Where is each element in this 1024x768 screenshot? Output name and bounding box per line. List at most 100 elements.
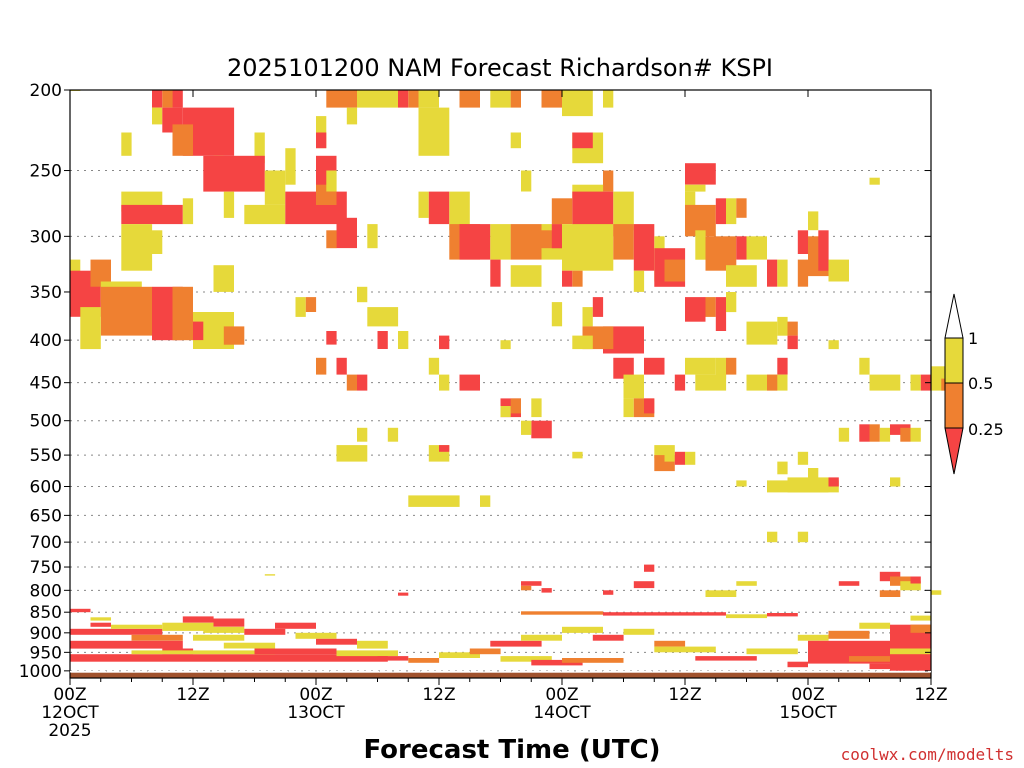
ri-cell [316, 357, 327, 375]
ri-boundary-cell [869, 663, 931, 670]
y-tick-label: 750 [30, 558, 62, 578]
ri-boundary-cell [562, 626, 603, 633]
ri-boundary-cell [131, 650, 275, 655]
ri-cell [398, 331, 409, 349]
x-tick-label: 13OCT [287, 703, 345, 723]
ri-cell [910, 374, 921, 391]
ri-cell [182, 198, 194, 225]
ri-cell [326, 90, 358, 108]
ri-cell [490, 224, 511, 260]
ri-cell [562, 270, 573, 287]
ri-cell [172, 90, 183, 108]
ri-cell [818, 230, 829, 271]
ri-boundary-cell [726, 614, 767, 619]
ri-cell [223, 326, 245, 345]
ri-boundary-cell [787, 661, 808, 668]
ri-cell [398, 90, 409, 108]
x-tick-label: 00Z [53, 685, 86, 705]
colorbar-label: 0.25 [968, 420, 1004, 439]
ri-cell [685, 357, 716, 375]
ri-cell [828, 477, 839, 487]
ri-cell [510, 265, 542, 287]
ri-boundary-cell [910, 615, 931, 621]
ri-cell [428, 357, 440, 375]
ri-cell [490, 259, 501, 287]
ri-cell [572, 132, 593, 149]
ri-cell [500, 406, 511, 418]
ri-cell [736, 581, 757, 586]
ri-boundary-cell [295, 632, 337, 639]
x-tick-label: 00Z [545, 685, 578, 705]
ri-cell [531, 420, 552, 439]
ri-cell [316, 132, 327, 149]
ri-cell [121, 132, 132, 156]
ri-boundary-cell [592, 634, 624, 641]
ri-cell [90, 259, 111, 287]
ri-cell [152, 107, 163, 125]
ri-cell [726, 357, 737, 375]
ri-boundary-cell [244, 628, 286, 635]
ri-cell [152, 230, 163, 254]
ri-boundary-cell [910, 624, 931, 633]
ri-cell [213, 265, 234, 292]
ri-cell [592, 297, 604, 317]
ri-cell [890, 576, 911, 586]
ri-cell [705, 236, 737, 271]
y-axis: 200 250 300 350 400 450 500 550 600 650 700 750 8008… [19, 81, 931, 682]
ri-cell [613, 224, 634, 260]
ri-boundary-cell [182, 616, 214, 623]
y-tick-label: 300 [30, 227, 62, 247]
ri-cell [869, 374, 901, 391]
ri-cell [623, 374, 644, 399]
ri-cell [644, 357, 665, 375]
ri-cell [316, 116, 327, 149]
ri-boundary-cell [193, 634, 245, 641]
ri-cell [521, 420, 532, 435]
ri-cell [70, 259, 81, 282]
ri-cell [674, 374, 686, 391]
ri-cell [357, 374, 368, 391]
ri-cell [121, 224, 153, 271]
ri-cell [664, 445, 675, 462]
ri-cell [674, 451, 686, 465]
ri-cell [879, 427, 891, 442]
ri-cell [582, 307, 593, 327]
ri-boundary-cell [797, 634, 829, 641]
ri-cell [357, 427, 368, 442]
x-tick-label: 12Z [668, 685, 701, 705]
ri-cell [439, 335, 450, 350]
ri-cell [685, 184, 706, 192]
ri-cell [613, 191, 634, 231]
ri-boundary-cell [531, 659, 583, 666]
ri-cell [685, 163, 716, 185]
ri-cell [100, 286, 153, 336]
ri-cell [613, 357, 634, 379]
ri-boundary-cell [90, 617, 111, 621]
y-tick-label: 400 [30, 331, 62, 351]
ri-cell [603, 90, 614, 108]
ri-cell [777, 461, 788, 475]
ri-cell [172, 124, 193, 156]
ri-cell [521, 581, 542, 586]
ri-cell [377, 331, 388, 349]
ri-cell [326, 230, 337, 249]
ri-cell [787, 477, 829, 493]
ri-cell [736, 198, 747, 218]
ri-cell [685, 451, 696, 465]
ri-boundary-cell [469, 648, 501, 655]
x-tick-label: 12OCT [41, 703, 99, 723]
y-tick-label: 200 [30, 81, 62, 101]
ri-cell [367, 224, 378, 249]
ri-boundary-cell [603, 612, 726, 616]
colorbar-bin-orange [944, 382, 964, 429]
ri-cell [80, 307, 101, 350]
ri-cell [459, 90, 480, 108]
ri-boundary-cell [131, 634, 183, 641]
ri-cell [715, 297, 727, 331]
ri-boundary-cell [562, 658, 624, 663]
ri-boundary-cell [336, 650, 398, 657]
ri-cell [572, 335, 593, 350]
colorbar-label: 1 [968, 329, 978, 348]
